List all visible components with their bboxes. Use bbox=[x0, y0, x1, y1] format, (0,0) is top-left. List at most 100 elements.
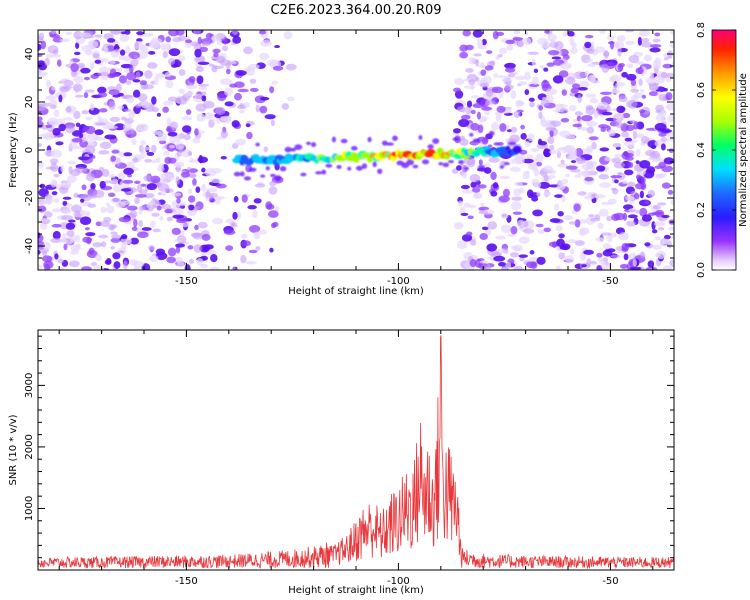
noise-blob bbox=[501, 78, 512, 82]
noise-blob bbox=[611, 213, 620, 222]
noise-blob bbox=[166, 216, 173, 222]
noise-blob bbox=[146, 151, 155, 156]
noise-blob bbox=[136, 38, 143, 42]
noise-blob bbox=[175, 176, 180, 185]
noise-blob bbox=[636, 61, 645, 65]
noise-blob bbox=[109, 116, 121, 122]
noise-blob bbox=[557, 211, 564, 217]
noise-blob bbox=[108, 174, 116, 179]
noise-blob bbox=[146, 202, 153, 210]
spectrogram-y-tick-label: -20 bbox=[24, 190, 35, 206]
noise-blob bbox=[509, 166, 521, 172]
noise-blob bbox=[524, 31, 529, 36]
noise-blob bbox=[125, 45, 131, 55]
noise-blob bbox=[502, 188, 511, 197]
noise-blob bbox=[624, 196, 635, 201]
noise-blob bbox=[486, 50, 493, 54]
noise-blob bbox=[555, 225, 563, 232]
noise-blob bbox=[564, 145, 572, 153]
noise-blob bbox=[536, 161, 543, 167]
noise-blob bbox=[559, 146, 566, 150]
noise-blob bbox=[481, 106, 493, 111]
noise-blob bbox=[85, 116, 94, 120]
noise-blob bbox=[153, 76, 159, 85]
noise-blob bbox=[635, 67, 644, 74]
noise-blob bbox=[626, 73, 637, 81]
noise-blob bbox=[649, 44, 662, 48]
noise-blob bbox=[235, 70, 247, 76]
noise-blob bbox=[565, 76, 576, 85]
noise-blob bbox=[156, 112, 162, 117]
noise-blob bbox=[93, 264, 105, 270]
noise-blob bbox=[629, 119, 636, 124]
noise-blob bbox=[560, 159, 565, 165]
noise-blob bbox=[510, 201, 522, 211]
noise-blob bbox=[633, 192, 640, 200]
noise-blob bbox=[147, 62, 158, 69]
noise-blob bbox=[268, 186, 278, 195]
noise-blob bbox=[588, 74, 596, 82]
noise-blob bbox=[152, 228, 161, 233]
noise-blob bbox=[167, 247, 177, 257]
spectrogram-y-tick-label: 0 bbox=[24, 147, 35, 153]
noise-blob bbox=[133, 266, 141, 270]
noise-blob bbox=[45, 79, 52, 88]
noise-blob bbox=[241, 240, 252, 247]
noise-blob bbox=[602, 257, 609, 262]
noise-blob bbox=[533, 167, 539, 177]
signal-halo-blob bbox=[442, 162, 450, 168]
noise-blob bbox=[143, 175, 152, 182]
noise-blob bbox=[554, 203, 560, 211]
noise-blob bbox=[632, 130, 638, 140]
noise-blob bbox=[85, 232, 96, 237]
spectrogram-y-tick-label: 40 bbox=[24, 48, 35, 61]
noise-blob bbox=[574, 219, 581, 228]
noise-blob bbox=[134, 197, 140, 205]
noise-blob bbox=[481, 38, 487, 46]
noise-blob bbox=[570, 87, 579, 94]
noise-blob bbox=[613, 112, 624, 120]
noise-blob bbox=[635, 149, 641, 157]
noise-blob bbox=[594, 237, 605, 242]
noise-blob bbox=[640, 251, 645, 259]
noise-blob bbox=[270, 222, 277, 229]
noise-blob bbox=[607, 41, 615, 45]
signal-halo-blob bbox=[504, 161, 510, 166]
noise-blob bbox=[655, 173, 665, 179]
signal-halo-blob bbox=[452, 137, 460, 142]
noise-blob bbox=[640, 135, 650, 144]
noise-blob bbox=[543, 227, 552, 233]
noise-blob bbox=[665, 138, 674, 142]
noise-blob bbox=[495, 31, 505, 36]
noise-blob bbox=[104, 180, 111, 184]
noise-blob bbox=[470, 109, 476, 115]
noise-blob bbox=[661, 214, 670, 219]
noise-blob bbox=[104, 259, 112, 265]
noise-blob bbox=[593, 110, 599, 119]
signal-halo-blob bbox=[438, 162, 444, 166]
figure-title: C2E6.2023.364.00.20.R09 bbox=[270, 3, 441, 18]
noise-blob bbox=[234, 81, 245, 88]
noise-blob bbox=[584, 70, 589, 77]
noise-blob bbox=[97, 92, 108, 98]
noise-blob bbox=[185, 109, 192, 115]
noise-blob bbox=[499, 123, 507, 132]
noise-blob bbox=[150, 37, 163, 45]
noise-blob bbox=[69, 235, 78, 243]
noise-blob bbox=[215, 197, 221, 205]
noise-blob bbox=[155, 72, 166, 79]
noise-blob bbox=[215, 106, 226, 116]
noise-blob bbox=[639, 190, 645, 199]
noise-blob bbox=[588, 136, 599, 141]
noise-blob bbox=[156, 205, 162, 211]
noise-blob bbox=[38, 104, 47, 112]
noise-blob bbox=[272, 65, 284, 71]
noise-blob bbox=[582, 170, 591, 178]
noise-blob bbox=[182, 125, 192, 133]
noise-blob bbox=[110, 237, 121, 243]
noise-blob bbox=[42, 250, 48, 257]
noise-blob bbox=[254, 183, 266, 188]
noise-blob bbox=[152, 130, 165, 136]
noise-blob bbox=[198, 83, 210, 87]
noise-blob bbox=[187, 195, 196, 203]
